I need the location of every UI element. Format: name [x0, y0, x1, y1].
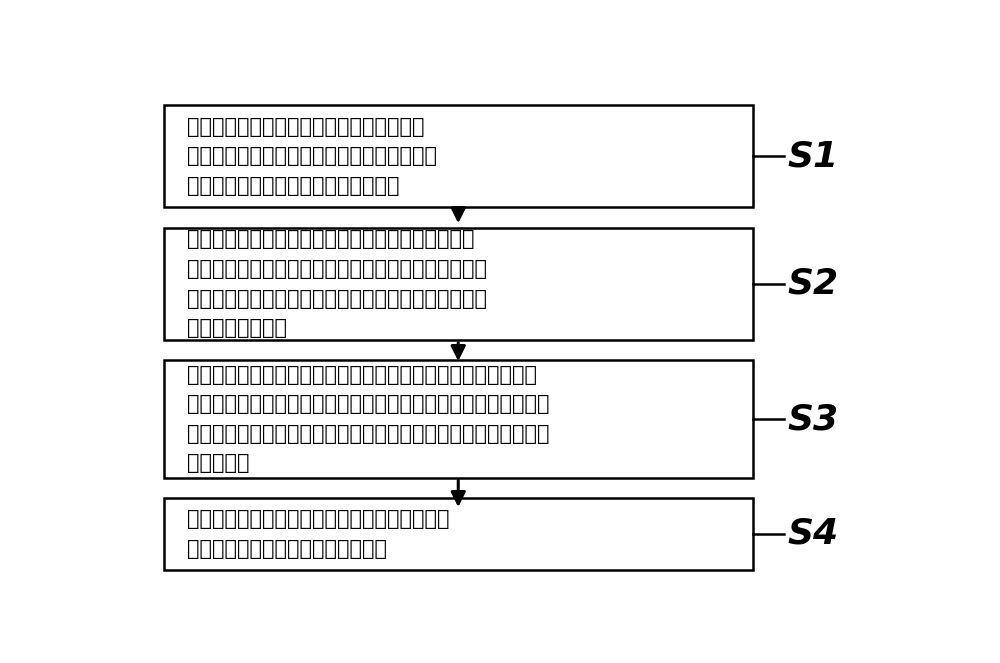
Text: 回收外输软管：所述液压绞车回收所述缆绳，牵
引所述外输软管至所述外输滚筒上。: 回收外输软管：所述液压绞车回收所述缆绳，牵 引所述外输软管至所述外输滚筒上。: [187, 509, 450, 559]
Text: S2: S2: [788, 267, 839, 301]
Text: S1: S1: [788, 139, 839, 173]
Text: S3: S3: [788, 402, 839, 436]
Text: 连接外输软管：连接外输软管：将所述外输
软管的一端连通外输油轮，另一端通过所述应
急释放连接结构连接所述油气输出口；: 连接外输软管：连接外输软管：将所述外输 软管的一端连通外输油轮，另一端通过所述应…: [187, 117, 437, 196]
FancyBboxPatch shape: [164, 105, 753, 207]
FancyBboxPatch shape: [164, 360, 753, 478]
Text: S4: S4: [788, 517, 839, 551]
Text: 连接应急释放减速装置，操作输送油气：所述液压绞
车外放所述缆绳，所述缆绳的外端通过所述索具与所述
外输软管固定好之后，进行从海上生产平台向外输油轮
的油气输送作: 连接应急释放减速装置，操作输送油气：所述液压绞 车外放所述缆绳，所述缆绳的外端通…: [187, 229, 487, 338]
FancyBboxPatch shape: [164, 498, 753, 570]
FancyBboxPatch shape: [164, 227, 753, 340]
Text: 应急释放外输软管：断开所述应急释放连接结构，使所述外输软
管与油气输出口分离，所述外输软管与所述缆绳一起下落，所述液
压动力单元限制所述液压绞车外放所述缆绳的速: 应急释放外输软管：断开所述应急释放连接结构，使所述外输软 管与油气输出口分离，所…: [187, 365, 550, 473]
